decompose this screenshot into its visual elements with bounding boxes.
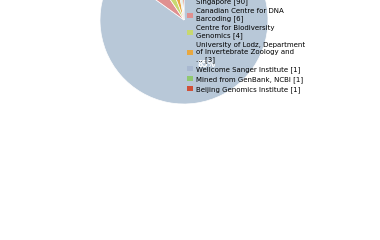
Legend: National University of
Singapore [90], Canadian Centre for DNA
Barcoding [6], Ce: National University of Singapore [90], C… bbox=[187, 0, 305, 93]
Wedge shape bbox=[137, 0, 184, 20]
Wedge shape bbox=[169, 0, 184, 20]
Text: 85%: 85% bbox=[198, 60, 216, 69]
Wedge shape bbox=[179, 0, 184, 20]
Wedge shape bbox=[174, 0, 184, 20]
Wedge shape bbox=[100, 0, 268, 104]
Wedge shape bbox=[155, 0, 184, 20]
Wedge shape bbox=[116, 0, 184, 20]
